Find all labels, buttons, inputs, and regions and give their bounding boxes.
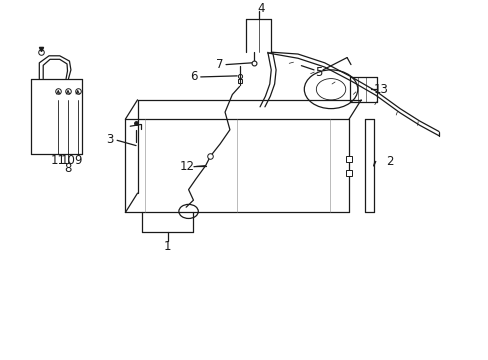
- Text: 13: 13: [372, 83, 387, 96]
- Text: 1: 1: [164, 240, 171, 253]
- Text: 10: 10: [61, 154, 75, 167]
- Text: 11: 11: [51, 154, 66, 167]
- Text: 3: 3: [106, 133, 114, 146]
- Text: 4: 4: [257, 2, 264, 15]
- Text: 6: 6: [189, 70, 197, 83]
- Text: 8: 8: [64, 162, 72, 175]
- Text: 12: 12: [180, 160, 195, 173]
- Text: 5: 5: [314, 66, 322, 79]
- Text: 2: 2: [386, 155, 393, 168]
- Text: 7: 7: [216, 58, 224, 71]
- Text: 9: 9: [74, 154, 81, 167]
